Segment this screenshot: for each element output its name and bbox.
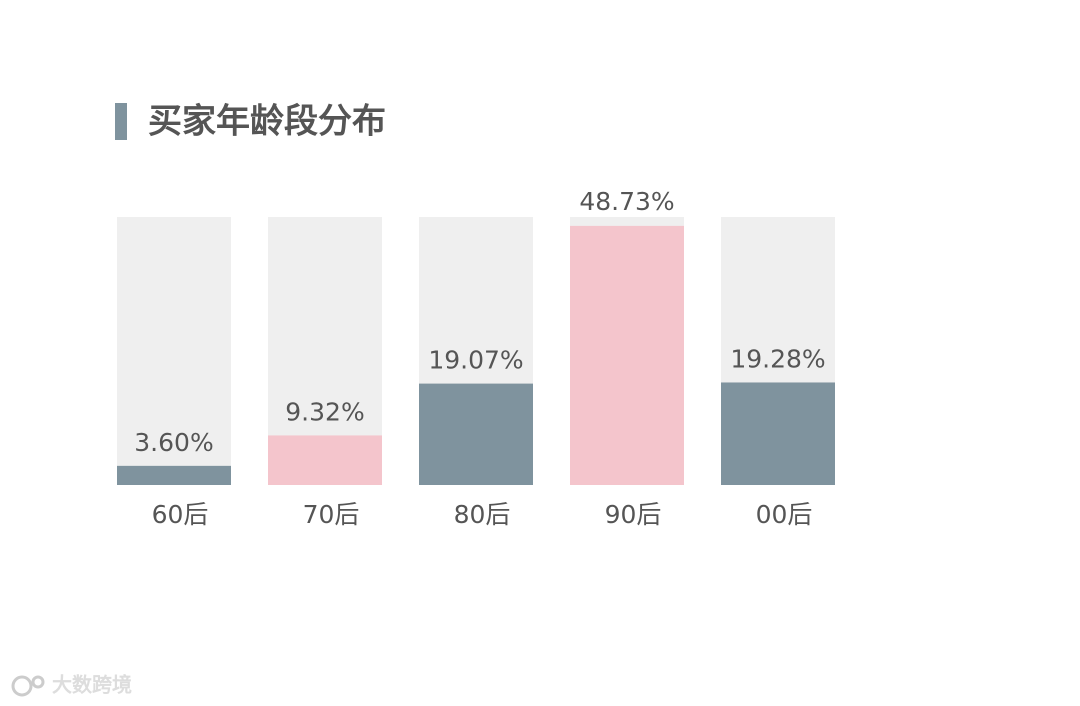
bar (419, 383, 533, 485)
title-marker (115, 103, 127, 140)
value-label: 19.07% (428, 346, 523, 375)
x-tick-label: 70后 (303, 500, 360, 529)
bar (117, 465, 231, 485)
bar (721, 382, 835, 485)
watermark: 大数跨境 (52, 673, 132, 697)
chart-title: 买家年龄段分布 (148, 102, 386, 142)
value-label: 48.73% (579, 187, 674, 216)
bar-background (117, 217, 231, 485)
value-label: 9.32% (285, 397, 364, 426)
x-tick-label: 80后 (454, 500, 511, 529)
watermark-icon (11, 675, 45, 697)
x-tick-label: 00后 (756, 500, 813, 529)
value-label: 19.28% (730, 344, 825, 373)
bar (268, 435, 382, 485)
x-tick-label: 90后 (605, 500, 662, 529)
bar (570, 225, 684, 485)
value-label: 3.60% (134, 428, 213, 457)
x-tick-label: 60后 (152, 500, 209, 529)
